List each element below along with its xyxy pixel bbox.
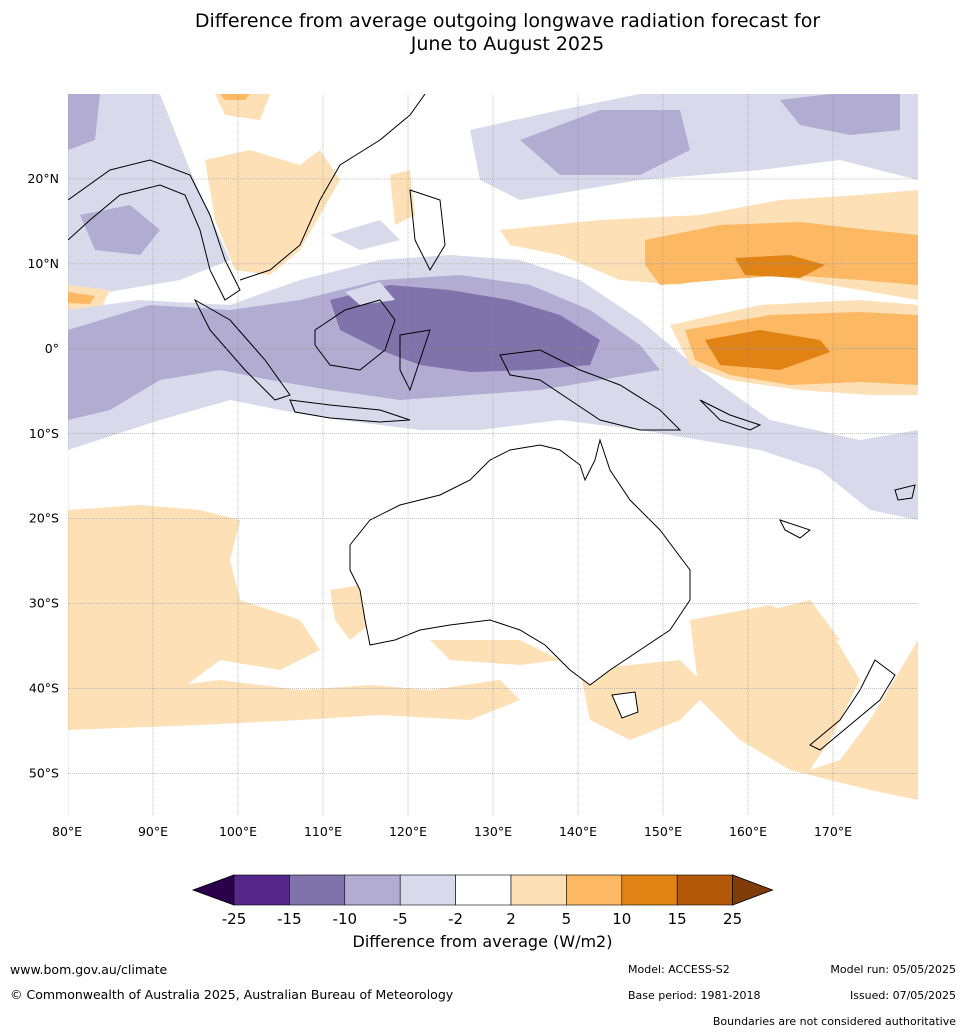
colorbar-tick-label: -2 — [448, 910, 463, 928]
copyright-text: © Commonwealth of Australia 2025, Austra… — [10, 987, 454, 1002]
lon-tick-label: 150°E — [644, 824, 682, 839]
anomaly-shading — [68, 94, 918, 800]
latitude-labels: 20°N 10°N 0° 10°S 20°S 30°S 40°S 50°S — [27, 171, 59, 781]
colorbar-swatch — [399, 874, 456, 906]
lat-tick-label: 10°N — [27, 256, 59, 271]
colorbar-swatch — [676, 874, 733, 906]
title-line-1: Difference from average outgoing longwav… — [194, 10, 821, 32]
colorbar-swatch — [455, 874, 512, 906]
lat-tick-label: 30°S — [29, 596, 59, 611]
lon-tick-label: 100°E — [219, 824, 257, 839]
colorbar: -25 -15 -10 -5 -2 2 5 10 15 25 — [191, 874, 774, 928]
colorbar-tick-label: 10 — [612, 910, 631, 928]
lat-tick-label: 40°S — [29, 681, 59, 696]
lat-tick-label: 20°S — [29, 511, 59, 526]
colorbar-tick-label: 5 — [562, 910, 572, 928]
lon-tick-label: 90°E — [138, 824, 168, 839]
website-text: www.bom.gov.au/climate — [10, 962, 168, 977]
colorbar-tick-label: -10 — [333, 910, 358, 928]
colorbar-extend-low — [191, 874, 235, 906]
lon-tick-label: 140°E — [559, 824, 597, 839]
lat-tick-label: 10°S — [29, 426, 59, 441]
chart-title: Difference from average outgoing longwav… — [0, 10, 965, 56]
forecast-map: 80°E 90°E 100°E 110°E 120°E 130°E 140°E 150°E 16… — [27, 94, 918, 839]
lat-tick-label: 20°N — [27, 171, 59, 186]
coastlines — [68, 94, 916, 751]
lon-tick-label: 80°E — [52, 824, 82, 839]
base-period-text: Base period: 1981-2018 — [628, 989, 761, 1002]
colorbar-swatch — [566, 874, 623, 906]
colorbar-tick-label: -15 — [277, 910, 302, 928]
title-line-2: June to August 2025 — [410, 33, 605, 55]
colorbar-tick-label: -5 — [393, 910, 408, 928]
model-run-text: Model run: 05/05/2025 — [830, 963, 956, 976]
longitude-labels: 80°E 90°E 100°E 110°E 120°E 130°E 140°E 150°E 16… — [52, 824, 852, 839]
colorbar-tick-label: 25 — [723, 910, 742, 928]
graticule — [68, 94, 918, 816]
lon-tick-label: 130°E — [474, 824, 512, 839]
colorbar-extend-high — [732, 874, 774, 906]
lon-tick-label: 160°E — [729, 824, 767, 839]
colorbar-swatch — [344, 874, 401, 906]
colorbar-swatch — [289, 874, 346, 906]
colorbar-tick-label: -25 — [222, 910, 247, 928]
colorbar-swatch — [621, 874, 678, 906]
colorbar-tick-label: 15 — [668, 910, 687, 928]
lon-tick-label: 120°E — [389, 824, 427, 839]
boundaries-note: Boundaries are not considered authoritat… — [712, 1015, 956, 1028]
model-text: Model: ACCESS-S2 — [628, 963, 730, 976]
lon-tick-label: 110°E — [304, 824, 342, 839]
issued-text: Issued: 07/05/2025 — [849, 989, 956, 1002]
lat-tick-label: 0° — [45, 341, 59, 356]
colorbar-swatch — [233, 874, 290, 906]
lat-tick-label: 50°S — [29, 766, 59, 781]
map-panel: 80°E 90°E 100°E 110°E 120°E 130°E 140°E 150°E 16… — [27, 94, 918, 839]
colorbar-label: Difference from average (W/m2) — [352, 932, 613, 951]
colorbar-swatch — [510, 874, 567, 906]
colorbar-tick-label: 2 — [506, 910, 516, 928]
lon-tick-label: 170°E — [814, 824, 852, 839]
